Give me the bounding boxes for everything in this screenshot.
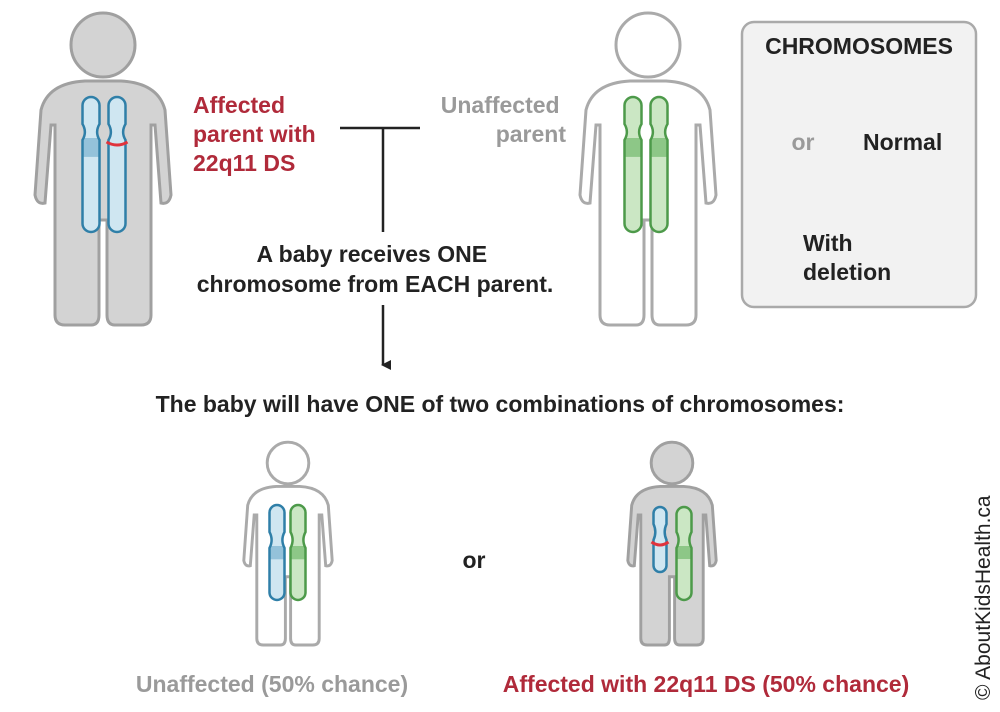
- chromosome-part: [108, 97, 126, 232]
- note-line: A baby receives ONE: [257, 241, 488, 267]
- outcomes-separator: or: [463, 547, 486, 573]
- note-line: chromosome from EACH parent.: [197, 271, 554, 297]
- legend-title: CHROMOSOMES: [765, 33, 953, 59]
- legend-normal-label: Normal: [863, 129, 942, 155]
- chromosome-part: [624, 97, 642, 232]
- legend-deletion-label: With deletion: [803, 230, 891, 285]
- legend-box: [740, 20, 978, 309]
- chromosome-part: [650, 138, 668, 157]
- chromosome-part: [650, 97, 668, 232]
- chromosome-part: [82, 138, 100, 157]
- chromosome-part: [289, 503, 307, 602]
- unaffected-parent-label: Unaffected parent: [441, 92, 567, 147]
- chromosome-part: [107, 95, 127, 234]
- chromosome-part: [269, 546, 285, 560]
- label-line: parent with: [193, 121, 316, 147]
- label-line: deletion: [803, 259, 891, 285]
- outcome-label: Unaffected (50% chance): [136, 671, 408, 697]
- label-line: Affected: [193, 92, 285, 118]
- chromosome-part: [650, 540, 670, 547]
- label-line: Unaffected: [441, 92, 560, 118]
- chromosome-part: [290, 546, 306, 560]
- inheritance-note: A baby receives ONE chromosome from EACH…: [197, 241, 554, 297]
- legend-separator: or: [792, 129, 815, 155]
- unaffected-child: [242, 440, 334, 647]
- chromosome-part: [268, 503, 286, 602]
- chromosome-part: [652, 505, 668, 574]
- affected-parent-label: Affected parent with 22q11 DS: [193, 92, 322, 176]
- label-line: With: [803, 230, 853, 256]
- label-line: 22q11 DS: [193, 150, 295, 176]
- chromosome-part: [649, 95, 669, 234]
- affected-child: [626, 440, 718, 647]
- chromosome-part: [82, 97, 100, 232]
- chromosome-part: [624, 138, 642, 157]
- chromosome-part: [81, 95, 101, 234]
- affected-parent: [33, 11, 173, 327]
- copyright: © AboutKidsHealth.ca: [972, 495, 995, 700]
- chromosome-part: [105, 140, 129, 147]
- outcomes-heading: The baby will have ONE of two combinatio…: [156, 391, 845, 417]
- chromosome-part: [675, 505, 693, 602]
- chromosome-part: [676, 546, 692, 560]
- outcome-label: Affected with 22q11 DS (50% chance): [503, 671, 909, 697]
- unaffected-parent: [578, 11, 718, 327]
- label-line: parent: [496, 121, 567, 147]
- chromosome-part: [623, 95, 643, 234]
- chromosome-part: [653, 507, 667, 572]
